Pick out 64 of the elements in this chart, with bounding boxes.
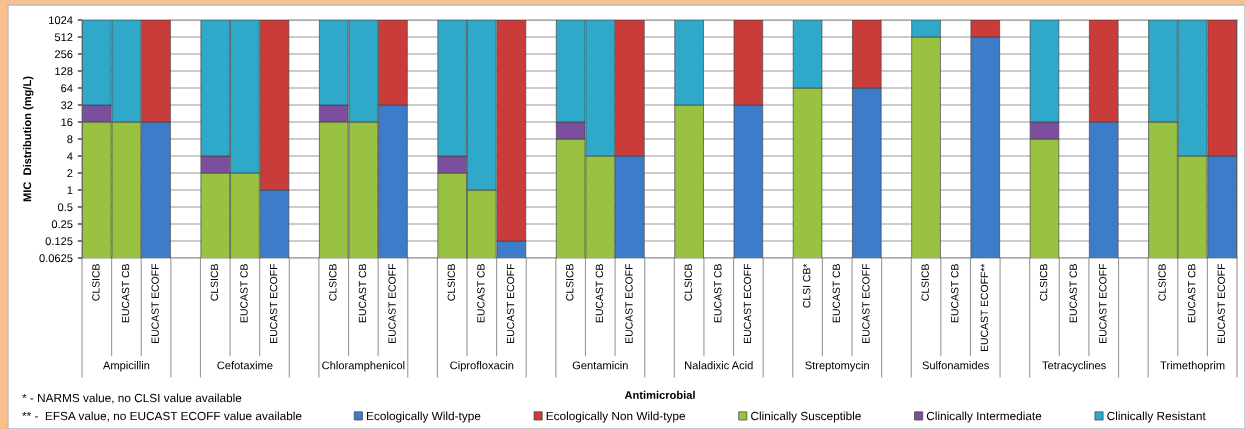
text: Cefotaxime bbox=[217, 361, 273, 370]
y-tick-label: 1024 bbox=[49, 16, 73, 25]
x-tick-label: EUCAST CB bbox=[240, 264, 248, 323]
y-tick-label: 64 bbox=[61, 84, 73, 93]
y-tick-label: 256 bbox=[54, 50, 73, 59]
y-tick-label: 128 bbox=[55, 67, 73, 76]
x-tick-label: EUCAST ECOFF** bbox=[980, 263, 989, 352]
x-tick-label: EUCAST CB bbox=[951, 264, 959, 323]
legend-label: Clinically Resistant bbox=[1107, 411, 1206, 423]
y-tick-label: 16 bbox=[61, 118, 73, 127]
y-tick-label: 0.25 bbox=[51, 220, 73, 229]
x-tick-label: CLSICB bbox=[566, 264, 574, 301]
y-tick-label: 1 bbox=[67, 186, 73, 195]
x-tick-label: CLSICB bbox=[92, 264, 100, 301]
y-tick-label: 0.125 bbox=[45, 237, 73, 246]
text: Sulfonamides bbox=[922, 361, 989, 370]
x-tick-label: EUCAST CB bbox=[121, 264, 130, 323]
x-tick-label: EUCAST CB bbox=[714, 264, 722, 323]
text: Naladixic Acid bbox=[685, 361, 753, 370]
text: ** - EFSA value, no EUCAST ECOFF value available bbox=[22, 411, 302, 422]
text: Streptomycin bbox=[805, 361, 869, 372]
text: Gentamicin bbox=[572, 361, 628, 370]
x-tick-label: EUCAST ECOFF bbox=[862, 263, 870, 343]
x-tick-label: CLSICB bbox=[447, 264, 455, 301]
x-tick-label: EUCAST CB bbox=[832, 264, 840, 323]
y-tick-label: 2 bbox=[67, 169, 73, 178]
x-tick-label: EUCAST ECOFF bbox=[625, 263, 633, 343]
legend-label: Ecologically Non Wild-type bbox=[546, 411, 686, 423]
x-tick-label: CLSICB bbox=[329, 264, 337, 301]
x-tick-label: CLSICB bbox=[210, 264, 219, 301]
x-tick-label: EUCAST ECOFF bbox=[269, 263, 278, 343]
y-tick-label: 4 bbox=[67, 152, 73, 161]
text: Trimethoprim bbox=[1160, 361, 1225, 372]
y-tick-label: 0.0625 bbox=[39, 254, 73, 263]
x-tick-label: CLSICB bbox=[1158, 264, 1166, 301]
x-tick-label: CLSI CB* bbox=[803, 263, 811, 308]
x-tick-label: EUCAST CB bbox=[358, 264, 367, 323]
text: Tetracyclines bbox=[1042, 361, 1106, 372]
text: Chloramphenicol bbox=[322, 361, 405, 372]
x-tick-label: EUCAST CB bbox=[477, 264, 485, 323]
x-tick-label: EUCAST ECOFF bbox=[388, 263, 396, 343]
x-tick-label: EUCAST CB bbox=[1069, 264, 1077, 323]
text: Ciprofloxacin bbox=[450, 361, 514, 372]
x-tick-label: CLSICB bbox=[684, 264, 692, 301]
x-tick-label: EUCAST ECOFF bbox=[1217, 263, 1225, 343]
x-tick-label: CLSICB bbox=[921, 264, 929, 301]
x-tick-label: EUCAST ECOFF bbox=[1099, 263, 1107, 343]
y-tick-label: 0.5 bbox=[57, 203, 73, 212]
y-tick-label: 8 bbox=[67, 135, 73, 144]
y-tick-label: 512 bbox=[54, 33, 73, 42]
x-tick-label: EUCAST CB bbox=[595, 264, 604, 323]
x-tick-label: EUCAST ECOFF bbox=[151, 263, 159, 343]
text: * - NARMS value, no CLSI value available bbox=[22, 393, 242, 404]
y-tick-label: 32 bbox=[61, 101, 73, 110]
x-tick-label: EUCAST ECOFF bbox=[506, 263, 515, 343]
x-tick-label: CLSICB bbox=[1039, 264, 1048, 301]
legend-label: Clinically Intermediate bbox=[926, 411, 1042, 423]
y-axis-title: MIC Distribution (mg/L) bbox=[23, 76, 34, 202]
legend-label: Clinically Susceptible bbox=[751, 411, 861, 423]
legend-label: Ecologically Wild-type bbox=[367, 411, 481, 423]
text: Ampicillin bbox=[102, 361, 150, 372]
x-axis-title: Antimicrobial bbox=[624, 390, 695, 399]
x-tick-label: EUCAST CB bbox=[1188, 264, 1196, 323]
x-tick-label: EUCAST ECOFF bbox=[743, 263, 752, 343]
